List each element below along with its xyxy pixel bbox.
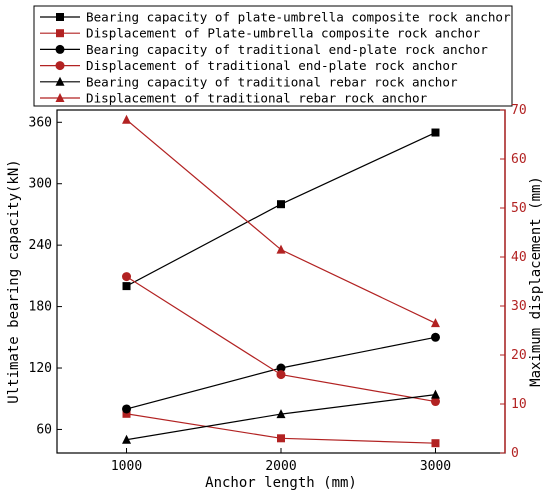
legend-item: Displacement of traditional rebar rock a… <box>40 91 428 106</box>
left-y-tick-label: 120 <box>29 361 52 376</box>
x-tick-label: 1000 <box>111 459 142 474</box>
series-1 <box>122 128 440 291</box>
series-6 <box>122 114 440 328</box>
data-point <box>122 404 132 414</box>
axes: 1000 2000 3000 60 120 180 240 300 360 0 10 20 30 40 50… <box>29 103 527 474</box>
right-y-tick-label: 70 <box>511 103 527 118</box>
legend-label: Bearing capacity of traditional end-plat… <box>86 42 488 57</box>
data-point <box>277 200 285 209</box>
right-y-tick-label: 20 <box>511 348 527 363</box>
right-y-tick-label: 40 <box>511 250 527 265</box>
legend-item: Bearing capacity of plate-umbrella compo… <box>40 10 511 25</box>
legend-marker <box>55 61 65 71</box>
legend-label: Displacement of Plate-umbrella composite… <box>86 26 481 41</box>
left-y-axis-label: Ultimate bearing capacity(kN) <box>6 159 22 403</box>
legend-label: Displacement of traditional end-plate ro… <box>86 58 458 73</box>
x-tick-label: 2000 <box>265 459 296 474</box>
left-y-tick-label: 300 <box>29 177 52 192</box>
legend-label: Displacement of traditional rebar rock a… <box>86 91 428 106</box>
legend-item: Bearing capacity of traditional end-plat… <box>40 42 488 57</box>
data-point <box>430 332 440 342</box>
right-y-tick-label: 0 <box>511 446 519 461</box>
data-point <box>276 370 286 380</box>
legend-marker <box>55 76 65 86</box>
right-y-tick-label: 30 <box>511 299 527 314</box>
legend-item: Displacement of traditional end-plate ro… <box>40 58 458 73</box>
legend-label: Bearing capacity of traditional rebar ro… <box>86 74 458 89</box>
legend-marker <box>56 13 64 21</box>
series-5 <box>122 389 440 444</box>
data-point <box>122 272 132 282</box>
data-point <box>122 114 132 124</box>
legend-item: Bearing capacity of traditional rebar ro… <box>40 74 458 89</box>
chart-marks <box>122 114 440 448</box>
data-point <box>122 434 132 444</box>
series-line <box>126 119 436 324</box>
legend-item: Displacement of Plate-umbrella composite… <box>40 26 481 41</box>
data-point <box>431 128 440 137</box>
data-point <box>276 363 286 373</box>
data-point <box>276 244 286 254</box>
data-point <box>122 282 131 291</box>
x-axis-label: Anchor length (mm) <box>205 475 357 491</box>
left-y-tick-label: 360 <box>29 115 52 130</box>
series-2 <box>122 409 440 448</box>
data-point <box>430 397 440 407</box>
right-y-tick-label: 10 <box>511 397 527 412</box>
right-y-axis-label: Maximum displacement (mm) <box>528 176 544 387</box>
legend-box <box>33 5 513 107</box>
left-y-tick-label: 240 <box>29 238 52 253</box>
left-y-tick-label: 60 <box>36 422 52 437</box>
legend-marker <box>55 93 65 102</box>
left-y-tick-label: 180 <box>29 300 52 315</box>
legend-marker <box>55 44 65 54</box>
data-point <box>276 409 286 419</box>
series-3 <box>122 332 440 414</box>
series-4 <box>122 272 440 407</box>
legend-label: Bearing capacity of plate-umbrella compo… <box>86 10 511 25</box>
series-line <box>126 131 436 287</box>
data-point <box>431 439 440 448</box>
legend-marker <box>56 29 64 38</box>
data-point <box>277 434 285 443</box>
data-point <box>430 389 440 399</box>
x-tick-label: 3000 <box>420 459 451 474</box>
data-point <box>430 318 440 328</box>
right-y-tick-label: 50 <box>511 201 527 216</box>
right-y-tick-label: 60 <box>511 152 527 167</box>
series-line <box>126 276 436 403</box>
data-point <box>122 409 131 418</box>
legend: Bearing capacity of plate-umbrella compo… <box>33 5 513 107</box>
